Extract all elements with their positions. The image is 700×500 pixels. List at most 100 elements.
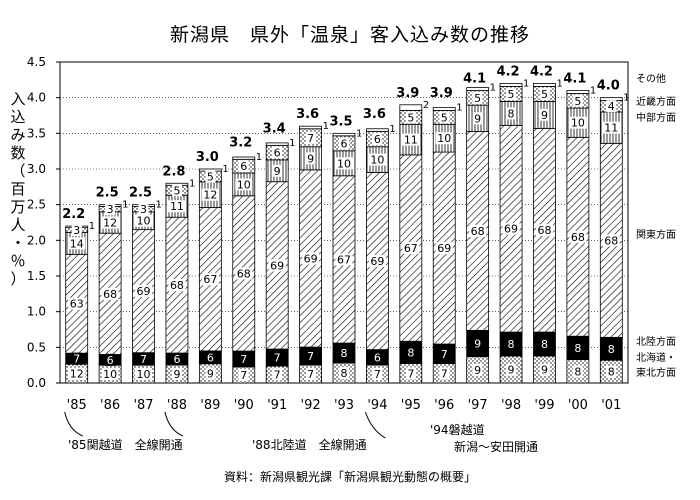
- data-label: 7: [441, 367, 448, 380]
- data-label-other: 1: [523, 78, 529, 89]
- data-label: 68: [170, 279, 184, 292]
- data-label-box: [606, 342, 617, 355]
- y-tick-label: 0.0: [27, 376, 46, 390]
- data-label-other: 1: [556, 78, 562, 89]
- data-label-other: 1: [189, 178, 195, 189]
- data-label-box: [272, 164, 283, 177]
- annotation-88: '88北陸道 全線開通: [252, 437, 367, 452]
- data-label-other: 1: [490, 83, 496, 94]
- data-label-other: 2: [423, 100, 429, 111]
- data-label-other: 1: [89, 221, 95, 232]
- data-label-box: [135, 285, 153, 298]
- total-label: 4.2: [497, 64, 520, 79]
- data-label: 69: [504, 223, 518, 236]
- data-label-box: [305, 368, 316, 381]
- data-label: 8: [508, 338, 515, 351]
- x-tick-label: '90: [234, 398, 254, 413]
- data-label-box: [439, 367, 450, 380]
- data-label: 8: [608, 343, 615, 356]
- data-label: 9: [474, 364, 481, 377]
- total-label: 3.5: [329, 114, 352, 129]
- annotation-curve: [364, 411, 386, 439]
- data-label: 4: [608, 100, 615, 113]
- annotation-curve: [64, 411, 83, 437]
- data-label-box: [171, 353, 182, 366]
- data-label: 8: [541, 338, 548, 351]
- data-label-box: [502, 222, 520, 235]
- data-label-box: [71, 223, 82, 236]
- data-label-other: 1: [623, 93, 629, 104]
- data-label-box: [305, 131, 316, 144]
- data-label-box: [472, 337, 483, 350]
- y-axis-label-char: 数: [10, 144, 26, 162]
- data-label: 10: [370, 154, 384, 167]
- x-tick-label: '91: [267, 398, 287, 413]
- data-label-box: [569, 230, 587, 243]
- y-axis-label: 入込み数（百万人・％）: [8, 90, 28, 288]
- data-label: 9: [307, 152, 314, 165]
- data-label-box: [205, 367, 216, 380]
- data-label-box: [101, 287, 119, 300]
- data-label-box: [302, 252, 320, 265]
- data-label: 68: [571, 231, 585, 244]
- data-label: 7: [407, 367, 414, 380]
- data-label: 68: [537, 224, 551, 237]
- y-axis-label-char: ・: [10, 234, 26, 252]
- data-label: 5: [541, 88, 548, 101]
- data-label-box: [168, 200, 186, 213]
- y-tick-label: 2.0: [27, 233, 46, 247]
- total-label: 3.0: [196, 150, 219, 165]
- total-label: 2.5: [129, 186, 152, 201]
- bar-segment-other: [232, 156, 256, 160]
- y-axis-label-char: 人: [10, 216, 26, 234]
- data-label: 9: [474, 338, 481, 351]
- data-label: 7: [307, 132, 314, 145]
- data-label-box: [435, 242, 453, 255]
- data-label-box: [472, 91, 483, 104]
- y-axis-label-char: （: [10, 162, 26, 180]
- data-label-box: [569, 116, 587, 129]
- total-label: 2.5: [96, 186, 119, 201]
- data-label-box: [235, 267, 253, 280]
- data-label-box: [101, 216, 119, 229]
- data-label-box: [368, 153, 386, 166]
- total-label: 4.0: [597, 79, 620, 94]
- data-label: 12: [203, 189, 217, 202]
- total-label: 3.6: [363, 107, 386, 122]
- data-label: 8: [608, 366, 615, 379]
- data-label: 67: [203, 273, 217, 286]
- annotation-94-line2: 新潟～安田開通: [454, 439, 538, 454]
- data-label: 10: [337, 157, 351, 170]
- x-tick-label: '92: [301, 398, 321, 413]
- data-label-other: 1: [356, 128, 362, 139]
- data-label-box: [572, 365, 583, 378]
- data-label-box: [305, 350, 316, 363]
- data-label-other: 1: [122, 200, 128, 211]
- x-tick-label: '97: [468, 398, 488, 413]
- data-label-other: 1: [389, 124, 395, 135]
- bar-segment-other: [399, 104, 423, 111]
- data-label: 5: [508, 88, 515, 101]
- data-label-box: [201, 273, 219, 286]
- data-label: 5: [474, 92, 481, 105]
- data-label: 10: [571, 117, 585, 130]
- source-note: 資料：新潟県観光課「新潟県観光動態の概要」: [223, 470, 476, 484]
- data-label: 69: [437, 242, 451, 255]
- data-label: 7: [73, 353, 80, 366]
- data-label-box: [368, 255, 386, 268]
- bar-segment-other: [432, 107, 456, 111]
- data-label: 69: [304, 252, 318, 265]
- data-label: 3: [140, 203, 147, 216]
- data-label: 3: [107, 203, 114, 216]
- data-label-box: [535, 224, 553, 237]
- annotation-curve: [164, 411, 184, 437]
- data-label-box: [135, 368, 153, 381]
- y-tick-label: 4.5: [27, 55, 46, 69]
- data-label: 69: [270, 259, 284, 272]
- data-label-box: [372, 133, 383, 146]
- y-axis-label-char: 込: [10, 108, 26, 126]
- data-label: 7: [240, 369, 247, 382]
- data-label: 9: [541, 364, 548, 377]
- y-tick-label: 1.0: [27, 305, 46, 319]
- data-label-box: [606, 100, 617, 113]
